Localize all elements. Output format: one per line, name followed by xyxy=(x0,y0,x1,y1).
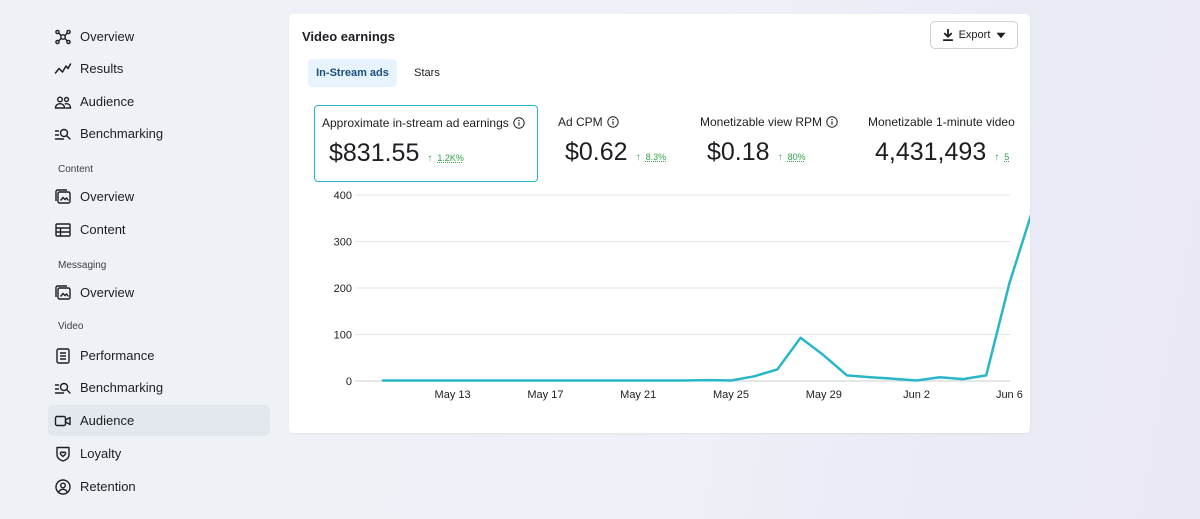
sidebar-item-benchmarking[interactable]: Benchmarking xyxy=(48,118,270,149)
x-tick-label: May 29 xyxy=(806,389,842,401)
x-tick-label: Jun 6 xyxy=(996,389,1023,401)
metric-value-wrap: $0.62 ↑ 8.3% xyxy=(565,138,666,167)
metric-label: Monetizable view RPM xyxy=(700,115,823,129)
y-tick-label: 400 xyxy=(334,190,352,202)
sidebar-item-label: Loyalty xyxy=(80,446,122,461)
metric-card-ad-cpm[interactable]: Ad CPM $0.62 ↑ 8.3% xyxy=(551,105,686,182)
document-icon xyxy=(54,347,72,365)
metric-value-wrap: 4,431,493 ↑ 5 xyxy=(875,138,1009,167)
card-title: Video earnings xyxy=(302,29,395,44)
metric-change-value: 8.3% xyxy=(645,152,667,162)
sidebar-item-label: Benchmarking xyxy=(80,126,164,141)
x-tick-label: May 25 xyxy=(713,389,749,401)
x-tick-label: May 13 xyxy=(435,389,471,401)
y-tick-label: 100 xyxy=(334,330,352,342)
y-tick-label: 200 xyxy=(334,283,352,295)
arrow-up-icon: ↑ xyxy=(777,152,783,163)
sidebar-item-label: Overview xyxy=(80,285,135,300)
metric-value: $831.55 xyxy=(329,139,420,167)
sidebar-item-label: Content xyxy=(80,222,126,237)
sidebar-item-content-overview[interactable]: Overview xyxy=(48,181,270,212)
metric-label-wrap: Approximate in-stream ad earnings xyxy=(322,116,525,130)
metric-change: ↑ 80% xyxy=(778,152,806,163)
metric-value: 4,431,493 xyxy=(875,138,987,166)
metric-change: ↑ 5 xyxy=(994,152,1009,163)
sidebar-item-label: Audience xyxy=(80,413,135,428)
section-title-video: Video xyxy=(58,321,84,332)
video-earnings-card: Video earnings Export In-Stream ads Star… xyxy=(289,14,1030,433)
table-icon xyxy=(54,221,72,239)
tab-stars[interactable]: Stars xyxy=(414,67,440,79)
x-tick-label: Jun 2 xyxy=(903,389,930,401)
sidebar: Overview Results Audience Benchmarking C… xyxy=(0,0,280,519)
benchmark-icon xyxy=(54,379,72,397)
shield-heart-icon xyxy=(54,445,72,463)
video-camera-icon xyxy=(54,412,72,430)
x-tick-label: May 21 xyxy=(620,389,656,401)
sidebar-item-overview[interactable]: Overview xyxy=(48,21,270,52)
sidebar-item-audience[interactable]: Audience xyxy=(48,86,270,117)
metric-card-view-rpm[interactable]: Monetizable view RPM $0.18 ↑ 80% xyxy=(693,105,853,182)
info-icon[interactable] xyxy=(513,117,525,129)
network-icon xyxy=(54,28,72,46)
sidebar-item-performance[interactable]: Performance xyxy=(48,340,270,371)
download-icon xyxy=(942,28,954,42)
metric-value-wrap: $0.18 ↑ 80% xyxy=(707,138,806,167)
metric-label-wrap: Ad CPM xyxy=(558,115,619,129)
y-tick-label: 300 xyxy=(334,237,352,249)
sidebar-item-label: Retention xyxy=(80,479,136,494)
arrow-up-icon: ↑ xyxy=(635,152,641,163)
section-title-messaging: Messaging xyxy=(58,260,107,271)
sidebar-item-label: Overview xyxy=(80,189,135,204)
sidebar-item-retention[interactable]: Retention xyxy=(48,471,270,502)
metric-value-wrap: $831.55 ↑ 1.2K% xyxy=(329,139,464,168)
sidebar-item-video-benchmarking[interactable]: Benchmarking xyxy=(48,372,270,403)
metric-change: ↑ 8.3% xyxy=(636,152,667,163)
metric-label: Approximate in-stream ad earnings xyxy=(322,116,509,130)
sidebar-item-results[interactable]: Results xyxy=(48,53,270,84)
arrow-up-icon: ↑ xyxy=(994,152,1000,163)
export-label: Export xyxy=(958,29,991,41)
sidebar-item-label: Results xyxy=(80,61,124,76)
export-button[interactable]: Export xyxy=(930,21,1018,49)
metric-label: Monetizable 1-minute video xyxy=(868,115,1015,129)
sidebar-item-label: Performance xyxy=(80,348,155,363)
benchmark-icon xyxy=(54,125,72,143)
tab-in-stream-ads[interactable]: In-Stream ads xyxy=(308,59,397,87)
sidebar-item-content[interactable]: Content xyxy=(48,214,270,245)
info-icon[interactable] xyxy=(826,116,838,128)
metric-card-ad-earnings[interactable]: Approximate in-stream ad earnings $831.5… xyxy=(314,105,538,182)
sidebar-item-label: Overview xyxy=(80,29,135,44)
user-circle-icon xyxy=(54,478,72,496)
arrow-up-icon: ↑ xyxy=(427,153,433,164)
metric-change: ↑ 1.2K% xyxy=(427,153,464,164)
people-icon xyxy=(54,93,72,111)
section-title-content: Content xyxy=(58,164,94,175)
earnings-line-chart: 0 100 200 300 400 May 13 May 17 May 21 May 25 May… xyxy=(334,190,1030,401)
caret-down-icon xyxy=(996,32,1006,39)
sidebar-item-messaging-overview[interactable]: Overview xyxy=(48,277,270,308)
metric-change-value: 5 xyxy=(1004,152,1010,162)
series-line xyxy=(381,213,1030,382)
metric-change-value: 80% xyxy=(787,152,806,162)
sidebar-item-label: Benchmarking xyxy=(80,380,164,395)
y-tick-label: 0 xyxy=(346,376,352,388)
metric-value: $0.18 xyxy=(707,138,770,166)
sidebar-item-video-audience[interactable]: Audience xyxy=(48,405,270,436)
metric-change-value: 1.2K% xyxy=(437,153,464,163)
info-icon[interactable] xyxy=(606,116,619,128)
trend-icon xyxy=(54,60,72,78)
messaging-overview-icon xyxy=(54,284,72,302)
metric-card-one-minute-views[interactable]: Monetizable 1-minute video 4,431,493 ↑ 5 xyxy=(861,105,1019,182)
metric-label: Ad CPM xyxy=(558,115,603,129)
x-tick-label: May 17 xyxy=(527,389,563,401)
metric-label-wrap: Monetizable 1-minute video xyxy=(868,115,1015,129)
content-overview-icon xyxy=(54,188,72,206)
sidebar-item-loyalty[interactable]: Loyalty xyxy=(48,438,270,469)
metric-label-wrap: Monetizable view RPM xyxy=(700,115,838,129)
sidebar-item-label: Audience xyxy=(80,94,135,109)
metric-value: $0.62 xyxy=(565,138,628,166)
